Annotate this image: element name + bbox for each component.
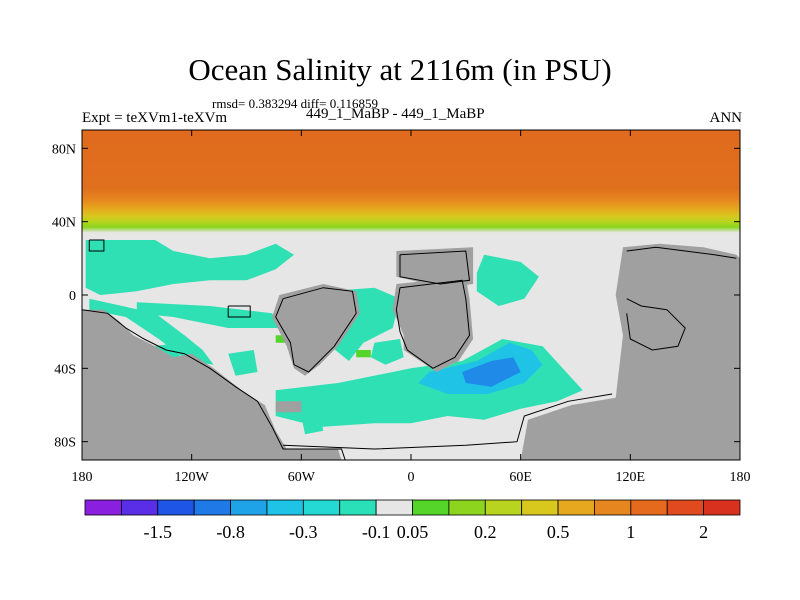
colorbar-label: 2 (699, 522, 708, 542)
land-antarctic-pocket (275, 401, 302, 413)
y-tick-label: 80S (54, 436, 76, 451)
colorbar-box (157, 499, 195, 516)
stats-label: rmsd= 0.383294 diff= 0.116859 (212, 96, 378, 111)
outline-eurasia (399, 250, 471, 285)
season-label: ANN (709, 110, 743, 126)
colorbar-box (484, 499, 523, 516)
x-tick-label: 60W (288, 470, 316, 485)
colorbar-box (412, 499, 450, 516)
outline-asia (626, 246, 737, 259)
x-tick-label: 120E (616, 470, 646, 485)
x-tick-label: 180 (730, 470, 751, 485)
colorbar-label: -0.1 (362, 522, 391, 542)
chart-title: Ocean Salinity at 2116m (in PSU) (188, 52, 612, 87)
land-africa (392, 276, 474, 372)
colorbar: -1.5 -0.8 -0.3 -0.1 0.05 0.2 0.5 1 2 (84, 499, 741, 542)
outline-australia (626, 298, 686, 351)
outline-africa (395, 279, 471, 369)
colorbar-box (84, 499, 122, 516)
x-tick-label: 0 (408, 470, 415, 485)
x-tick-label: 180 (72, 470, 93, 485)
colorbar-box (521, 499, 559, 516)
run-label: 449_1_MaBP - 449_1_MaBP (306, 106, 485, 122)
y-tick-label: 80N (52, 142, 76, 157)
colorbar-box (703, 499, 741, 516)
colorbar-label: 0.05 (397, 522, 429, 542)
x-tick-label: 120W (175, 470, 210, 485)
experiment-label: Expt = teXVm1-teXVm (82, 110, 228, 126)
anomaly-northwest-pacific (85, 240, 294, 295)
colorbar-box (120, 499, 159, 516)
land-americas (82, 309, 342, 460)
colorbar-box (230, 499, 268, 516)
anomaly-central-blob-1 (228, 350, 258, 376)
colorbar-label: -1.5 (144, 522, 173, 542)
anomaly-green-2 (356, 350, 371, 358)
colorbar-label: -0.8 (216, 522, 245, 542)
land-eurasia-north (396, 247, 474, 288)
x-tick-label: 60E (509, 470, 532, 485)
colorbar-box (448, 499, 486, 516)
plot-area (82, 130, 740, 460)
anomaly-west-indian-patch (370, 339, 404, 365)
colorbar-label: 0.2 (474, 522, 497, 542)
y-tick-label: 40N (52, 216, 76, 231)
colorbar-label: 0.5 (547, 522, 570, 542)
colorbar-box (630, 499, 668, 516)
colorbar-box (266, 499, 304, 516)
axes: 180 120W 60W 0 60E 120E 180 80N 40N 0 40S 80S (52, 130, 751, 485)
outline-south-america (275, 287, 357, 373)
outline-america-coast (82, 309, 346, 460)
outline-antarctica (283, 393, 613, 450)
anomaly-south-central-patch (301, 412, 324, 435)
land-south-america (272, 284, 360, 376)
outline-pacific-islands (227, 305, 251, 318)
land-small-island (202, 397, 214, 405)
y-tick-label: 0 (69, 289, 76, 304)
anomaly-equatorial-pacific (136, 302, 280, 328)
y-tick-label: 40S (54, 362, 76, 377)
anomaly-southwest-pacific (89, 298, 214, 365)
land-asia-australia-antarctica (520, 243, 740, 460)
outline-north-strip (88, 239, 105, 252)
anomaly-indian-blue (462, 357, 521, 387)
colorbar-label: 1 (626, 522, 635, 542)
colorbar-box (557, 499, 595, 516)
colorbar-box (666, 499, 705, 516)
colorbar-box (302, 499, 341, 516)
colorbar-box (193, 499, 231, 516)
colorbar-box (594, 499, 632, 516)
colorbar-label: -0.3 (289, 522, 318, 542)
colorbar-box (375, 499, 413, 516)
north-high-band (82, 130, 740, 233)
anomaly-north-indian (476, 254, 539, 306)
colorbar-box (339, 499, 377, 516)
